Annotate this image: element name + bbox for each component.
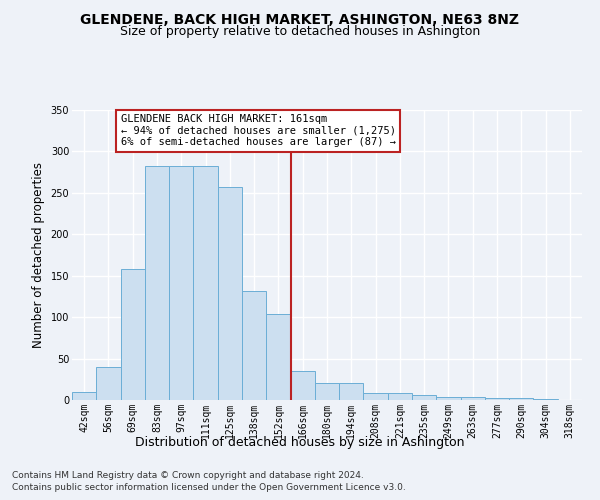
Bar: [388, 392, 412, 400]
Bar: [339, 382, 364, 400]
Bar: [72, 392, 96, 400]
Bar: [436, 396, 461, 400]
Bar: [121, 269, 145, 400]
Bar: [412, 395, 436, 400]
Bar: [169, 166, 193, 400]
Text: Contains HM Land Registry data © Crown copyright and database right 2024.: Contains HM Land Registry data © Crown c…: [12, 471, 364, 480]
Text: Contains public sector information licensed under the Open Government Licence v3: Contains public sector information licen…: [12, 484, 406, 492]
Bar: [315, 384, 339, 400]
Bar: [485, 398, 509, 400]
Text: Distribution of detached houses by size in Ashington: Distribution of detached houses by size …: [135, 436, 465, 449]
Bar: [145, 166, 169, 400]
Bar: [96, 367, 121, 400]
Bar: [266, 314, 290, 400]
Text: Size of property relative to detached houses in Ashington: Size of property relative to detached ho…: [120, 25, 480, 38]
Bar: [218, 187, 242, 400]
Bar: [193, 166, 218, 400]
Bar: [461, 396, 485, 400]
Text: GLENDENE, BACK HIGH MARKET, ASHINGTON, NE63 8NZ: GLENDENE, BACK HIGH MARKET, ASHINGTON, N…: [80, 12, 520, 26]
Bar: [290, 371, 315, 400]
Bar: [364, 392, 388, 400]
Text: GLENDENE BACK HIGH MARKET: 161sqm
← 94% of detached houses are smaller (1,275)
6: GLENDENE BACK HIGH MARKET: 161sqm ← 94% …: [121, 114, 395, 148]
Bar: [242, 290, 266, 400]
Y-axis label: Number of detached properties: Number of detached properties: [32, 162, 45, 348]
Bar: [509, 398, 533, 400]
Bar: [533, 399, 558, 400]
